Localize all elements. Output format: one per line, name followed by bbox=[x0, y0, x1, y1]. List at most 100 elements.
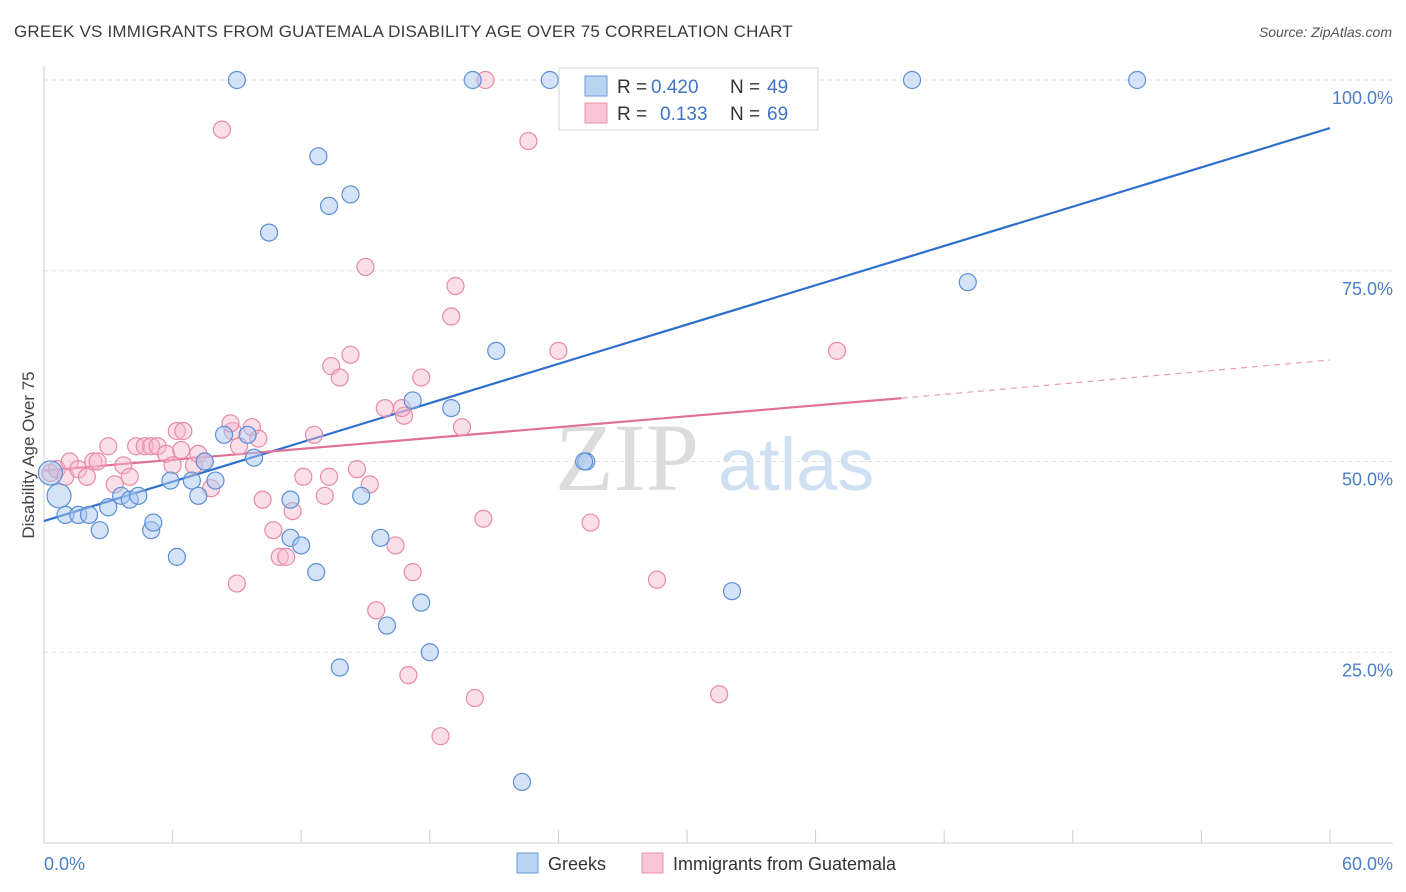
greeks-point-28 bbox=[319, 196, 339, 215]
guatemala-point-24 bbox=[212, 120, 231, 139]
guatemala-point-39 bbox=[330, 368, 349, 387]
guatemala-trend-extension bbox=[901, 359, 1331, 399]
guatemala-point-33 bbox=[277, 547, 296, 566]
y-tick-label-0: 100.0% bbox=[1332, 88, 1393, 108]
guatemala-point-53 bbox=[446, 276, 465, 296]
greeks-point-34 bbox=[403, 391, 422, 410]
greeks-point-47 bbox=[1127, 70, 1147, 90]
guatemala-point-31 bbox=[264, 521, 283, 540]
greeks-point-25 bbox=[292, 536, 311, 555]
greeks-point-37 bbox=[442, 398, 461, 418]
guatemala-trend-line bbox=[43, 397, 902, 472]
chart-title: GREEK VS IMMIGRANTS FROM GUATEMALA DISAB… bbox=[14, 22, 793, 41]
guatemala-point-26 bbox=[227, 574, 246, 593]
greeks-point-35 bbox=[412, 593, 431, 612]
legend-swatch-guatemala bbox=[584, 102, 608, 124]
axes bbox=[43, 66, 1393, 844]
guatemala-point-42 bbox=[356, 257, 375, 277]
guatemala-point-14 bbox=[142, 437, 161, 456]
guatemala-point-37 bbox=[315, 486, 334, 505]
bottom-legend-label-greeks: Greeks bbox=[548, 854, 606, 874]
legend-r-value-guatemala: 0.133 bbox=[660, 104, 708, 125]
correlation-legend: R = 0.420 N = 49 R = 0.133 N = 69 bbox=[558, 67, 819, 131]
guatemala-point-17 bbox=[163, 456, 182, 475]
greeks-point-38 bbox=[463, 70, 482, 90]
guatemala-point-35 bbox=[294, 467, 313, 486]
guatemala-point-44 bbox=[367, 601, 386, 620]
greeks-point-40 bbox=[512, 772, 532, 792]
greeks-point-48 bbox=[575, 452, 594, 471]
greeks-point-9 bbox=[129, 486, 148, 505]
greeks-point-45 bbox=[902, 70, 922, 90]
grid-lines bbox=[44, 79, 1393, 653]
guatemala-point-63 bbox=[827, 341, 847, 360]
greeks-point-1 bbox=[46, 483, 72, 509]
guatemala-point-36 bbox=[304, 425, 324, 444]
guatemala-point-60 bbox=[581, 513, 600, 532]
greeks-point-22 bbox=[259, 223, 279, 242]
guatemala-point-56 bbox=[474, 509, 493, 528]
greeks-point-12 bbox=[161, 471, 180, 490]
greeks-point-21 bbox=[244, 448, 264, 467]
legend-swatch-greeks bbox=[584, 75, 608, 97]
guatemala-point-16 bbox=[157, 444, 176, 463]
guatemala-point-5 bbox=[77, 467, 96, 486]
bottom-legend-label-guatemala: Immigrants from Guatemala bbox=[673, 854, 897, 874]
guatemala-point-68 bbox=[172, 440, 191, 460]
greeks-point-11 bbox=[144, 513, 163, 532]
x-tick-label-min: 0.0% bbox=[44, 854, 85, 874]
guatemala-point-66 bbox=[319, 467, 339, 486]
x-tick-label-max: 60.0% bbox=[1342, 854, 1393, 874]
bottom-legend-swatch-guatemala bbox=[641, 852, 664, 874]
legend-r-label-guatemala: R = bbox=[617, 104, 647, 125]
greeks-point-16 bbox=[195, 452, 214, 471]
y-tick-label-3: 25.0% bbox=[1342, 660, 1393, 680]
guatemala-point-7 bbox=[88, 452, 107, 471]
guatemala-point-11 bbox=[120, 467, 139, 486]
guatemala-point-52 bbox=[442, 307, 461, 326]
greeks-point-39 bbox=[487, 341, 506, 360]
guatemala-point-48 bbox=[399, 666, 418, 685]
guatemala-point-58 bbox=[519, 131, 538, 151]
greeks-point-41 bbox=[540, 70, 559, 90]
guatemala-point-13 bbox=[135, 437, 154, 456]
greeks-point-19 bbox=[227, 70, 246, 90]
guatemala-point-40 bbox=[341, 345, 360, 364]
greeks-point-6 bbox=[99, 498, 118, 517]
guatemala-point-32 bbox=[270, 547, 289, 566]
guatemala-point-54 bbox=[452, 418, 472, 437]
guatemala-point-59 bbox=[549, 341, 568, 360]
guatemala-point-10 bbox=[114, 456, 133, 475]
guatemala-point-6 bbox=[84, 452, 103, 471]
greeks-point-24 bbox=[281, 490, 300, 509]
greeks-point-46 bbox=[958, 273, 977, 292]
legend-n-label-greeks: N = bbox=[730, 77, 760, 98]
source-label: Source: ZipAtlas.com bbox=[1258, 24, 1392, 40]
guatemala-point-51 bbox=[431, 727, 450, 746]
greeks-point-13 bbox=[167, 547, 186, 566]
greeks-point-17 bbox=[206, 471, 225, 490]
guatemala-point-46 bbox=[386, 536, 405, 555]
greeks-point-33 bbox=[377, 616, 397, 635]
greeks-point-36 bbox=[420, 643, 439, 662]
greeks-point-30 bbox=[341, 185, 360, 204]
legend-r-label-greeks: R = bbox=[617, 77, 647, 98]
legend-n-label-guatemala: N = bbox=[730, 104, 760, 125]
greeks-point-18 bbox=[214, 425, 234, 444]
guatemala-point-19 bbox=[174, 421, 193, 441]
greeks-point-4 bbox=[79, 505, 99, 525]
greeks-point-20 bbox=[238, 425, 257, 444]
y-tick-label-1: 75.0% bbox=[1342, 279, 1393, 299]
y-tick-labels: 100.0% 75.0% 50.0% 25.0% bbox=[1332, 88, 1393, 680]
y-axis-label: Disability Age Over 75 bbox=[19, 371, 38, 538]
legend-n-value-greeks: 49 bbox=[767, 77, 788, 98]
guatemala-point-61 bbox=[647, 570, 667, 589]
greeks-point-15 bbox=[189, 486, 208, 505]
greeks-point-27 bbox=[309, 147, 328, 166]
greeks-point-32 bbox=[371, 528, 390, 547]
legend-r-value-greeks: 0.420 bbox=[651, 77, 699, 98]
legend-n-value-guatemala: 69 bbox=[767, 104, 788, 125]
bottom-legend-swatch-greeks bbox=[516, 852, 539, 874]
guatemala-point-18 bbox=[167, 421, 186, 441]
watermark-atlas: atlas bbox=[718, 423, 874, 506]
